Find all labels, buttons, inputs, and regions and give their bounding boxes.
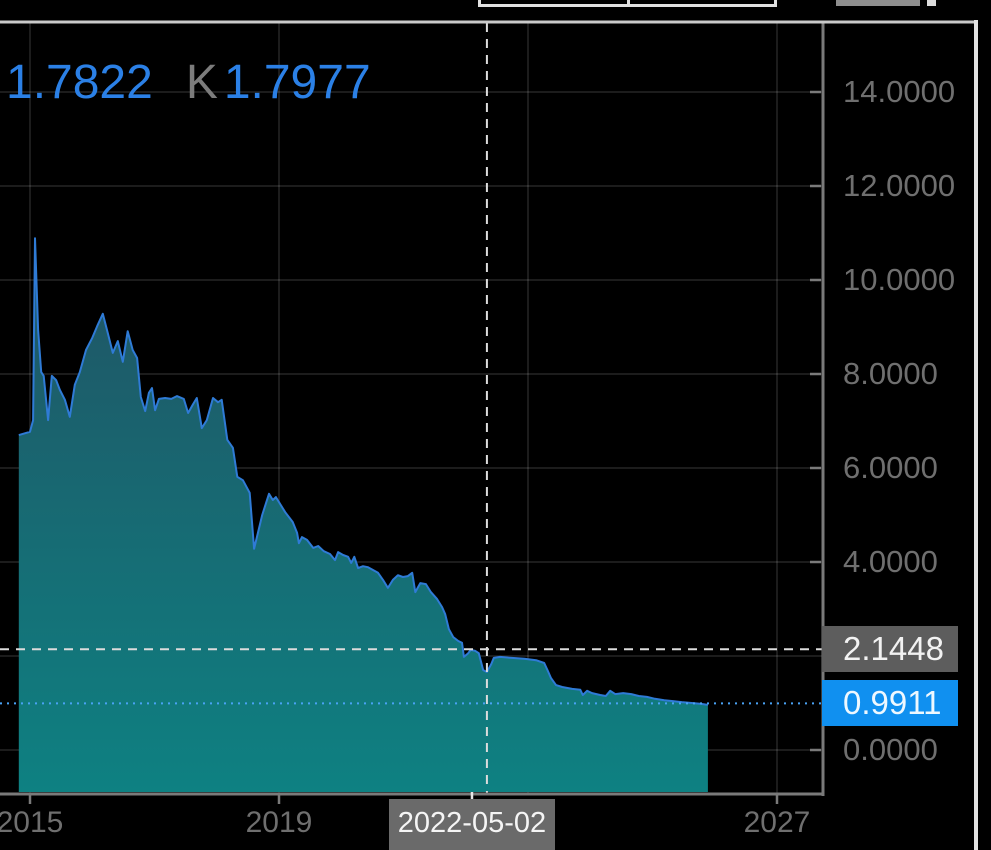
legend-close-key: K [185, 56, 218, 109]
y-axis-label: 10.0000 [843, 262, 956, 297]
crosshair-date-label: 2022-05-02 [388, 799, 555, 850]
price-area-fill [18, 238, 708, 792]
x-axis-label: 2027 [743, 806, 811, 839]
last-price-label: 0.9911 [822, 680, 958, 727]
y-axis-label: 12.0000 [843, 168, 956, 203]
y-axis-label: 4.0000 [843, 544, 938, 579]
y-axis-label: 14.0000 [843, 74, 956, 109]
price-line-series [18, 237, 709, 706]
y-axis-label: 0.0000 [843, 732, 938, 767]
legend-close-value: 1.7977 [223, 56, 371, 109]
axis-ticks [28, 90, 821, 804]
y-axis-label: 8.0000 [843, 356, 938, 391]
legend-low-value: 1.7822 [6, 56, 153, 109]
y-axis-label: 6.0000 [843, 450, 938, 485]
toolbar-button-fragment-right[interactable] [627, 0, 777, 7]
x-axis-label: 2015 [0, 806, 64, 839]
price-scale[interactable] [824, 23, 975, 793]
toolbar-stub-fragment [927, 0, 936, 6]
price-legend: 1.7822 K 1.7977 [6, 57, 371, 109]
crosshair-price-label: 2.1448 [822, 626, 958, 673]
time-scale[interactable] [0, 796, 822, 850]
toolbar-handle-fragment [836, 0, 920, 6]
x-axis-label: 2019 [245, 806, 313, 839]
